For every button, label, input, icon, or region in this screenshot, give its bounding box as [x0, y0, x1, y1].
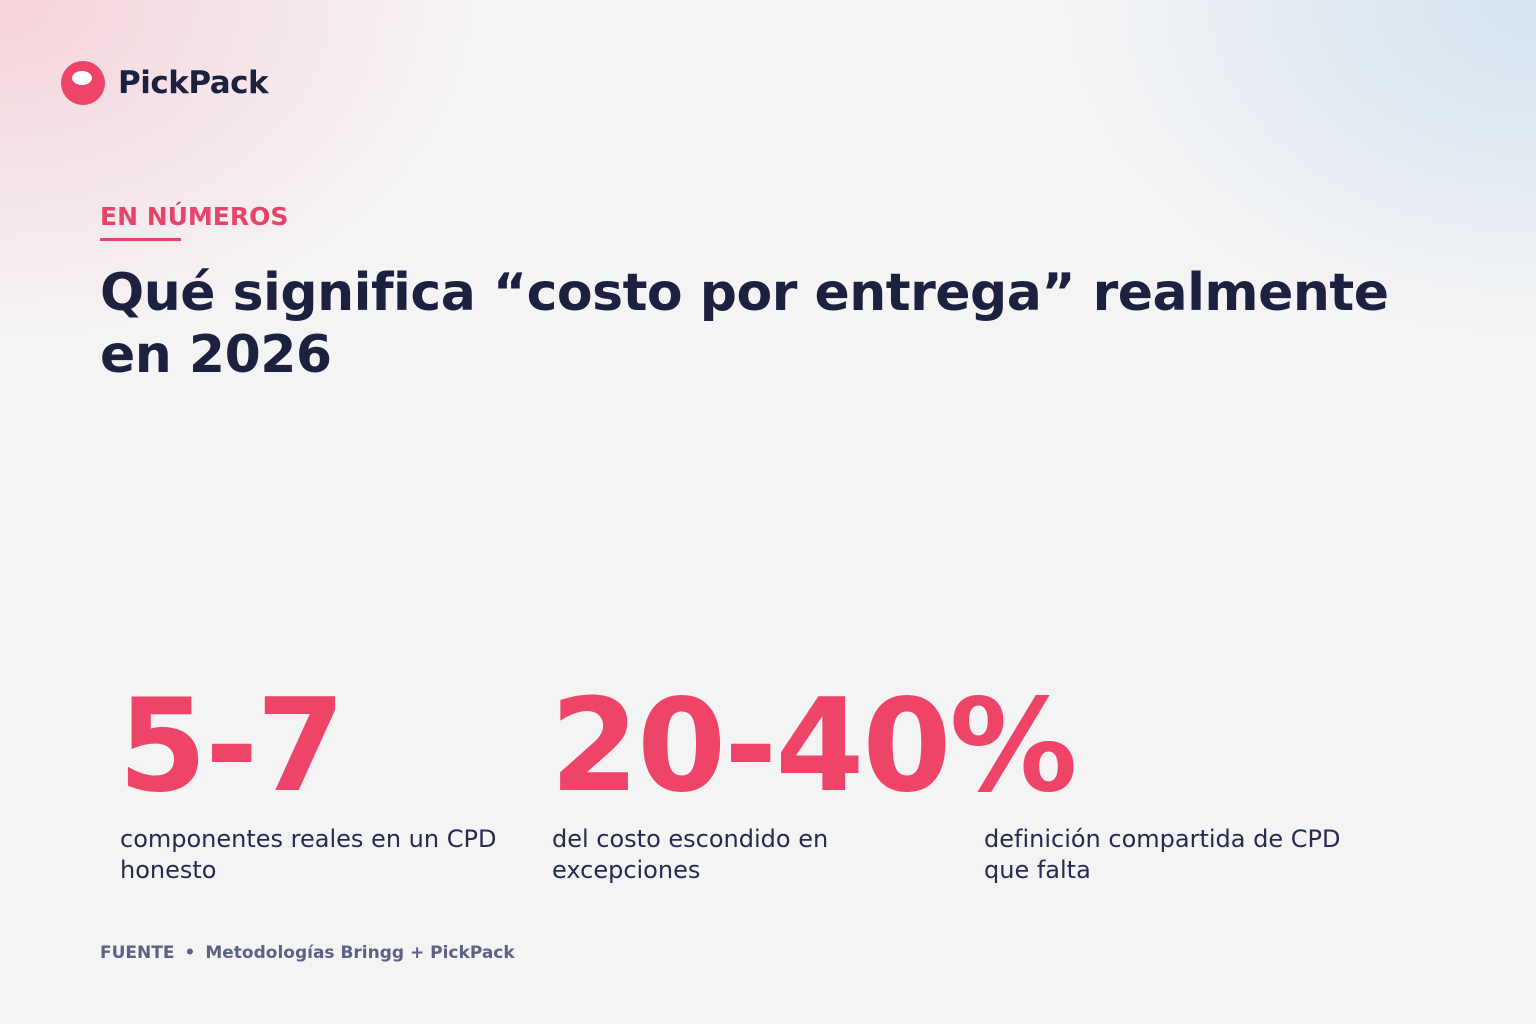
eyebrow-underline: [100, 238, 181, 241]
eyebrow: EN NÚMEROS: [100, 202, 289, 231]
title: Qué significa “costo por entrega” realme…: [100, 263, 1389, 385]
stat-label: del costo escondido en excepciones: [552, 825, 829, 884]
stat-value: 5-7: [118, 672, 345, 821]
stat-value: 20-40%: [550, 672, 1078, 821]
source-label: FUENTE: [100, 943, 175, 963]
source-text: Metodologías Bringg + PickPack: [205, 943, 515, 963]
stat-label: componentes reales en un CPD honesto: [120, 825, 497, 884]
source-separator: •: [184, 943, 196, 963]
brand-logo: [61, 61, 105, 105]
stat-label: definición compartida de CPD que falta: [984, 825, 1341, 884]
brand-name: PickPack: [118, 65, 269, 101]
source: FUENTE • Metodologías Bringg + PickPack: [100, 943, 515, 963]
brand: PickPack: [60, 60, 269, 106]
